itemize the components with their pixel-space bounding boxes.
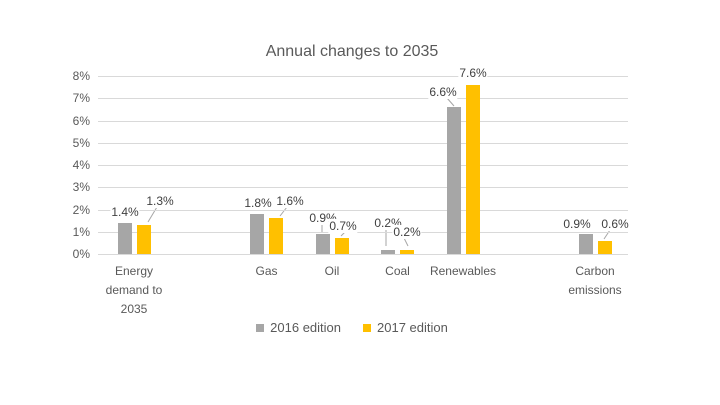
data-label-2017-edition-renewables: 7.6%: [458, 66, 488, 80]
bar-2017-edition-carbon-emissions[interactable]: [597, 240, 612, 254]
gridline-2%: [98, 209, 628, 211]
legend-swatch-icon: [256, 324, 265, 332]
legend-label: 2016 edition: [270, 320, 341, 335]
category-label-gas: Gas: [255, 264, 278, 278]
data-label-2017-edition-energy-demand-to-2035: 1.3%: [145, 194, 175, 208]
bar-2016-edition-energy-demand-to-2035[interactable]: [117, 222, 132, 254]
bar-2017-edition-energy-demand-to-2035[interactable]: [136, 225, 151, 254]
gridline-8%: [98, 76, 628, 77]
category-label-renewables: Renewables: [429, 264, 497, 278]
bar-2016-edition-carbon-emissions[interactable]: [578, 233, 593, 254]
bar-2017-edition-gas[interactable]: [269, 218, 283, 254]
y-tick-label-3%: 3%: [72, 180, 90, 195]
bar-2016-edition-oil[interactable]: [315, 233, 330, 254]
gridline-3%: [98, 187, 628, 189]
y-tick-label-7%: 7%: [72, 91, 90, 106]
y-tick-label-1%: 1%: [72, 224, 90, 239]
legend-item-2016-edition[interactable]: 2016 edition: [256, 320, 341, 336]
leader-line-2016-edition-renewables: [446, 97, 455, 107]
chart-title: Annual changes to 2035: [265, 43, 439, 60]
data-label-2017-edition-oil: 0.7%: [328, 219, 358, 233]
bar-2016-edition-renewables[interactable]: [446, 107, 461, 254]
data-label-2016-edition-renewables: 6.6%: [428, 85, 458, 99]
category-label-carbon-emissions: Carbon emissions: [568, 264, 622, 297]
gridline-0%: [98, 254, 628, 255]
data-label-2017-edition-gas: 1.6%: [275, 194, 305, 208]
bar-2017-edition-coal[interactable]: [400, 249, 414, 254]
category-label-energy-demand-to-2035: Energy demand to 2035: [105, 264, 163, 316]
data-label-2016-edition-carbon-emissions: 0.9%: [562, 217, 592, 231]
y-tick-label-8%: 8%: [72, 69, 90, 83]
bar-2017-edition-renewables[interactable]: [465, 84, 480, 254]
legend-label: 2017 edition: [377, 320, 448, 335]
gridline-6%: [98, 120, 628, 122]
y-tick-label-5%: 5%: [72, 135, 90, 150]
data-label-2016-edition-gas: 1.8%: [243, 196, 273, 210]
data-label-2017-edition-carbon-emissions: 0.6%: [600, 217, 630, 231]
gridline-5%: [98, 142, 628, 144]
leader-line-2017-edition-coal: [403, 237, 409, 247]
gridline-1%: [98, 231, 628, 233]
data-label-2016-edition-energy-demand-to-2035: 1.4%: [110, 205, 140, 219]
y-tick-label-6%: 6%: [72, 113, 90, 128]
leader-line-2017-edition-carbon-emissions: [603, 229, 611, 240]
bar-2016-edition-coal[interactable]: [381, 249, 395, 254]
data-label-2017-edition-coal: 0.2%: [392, 225, 422, 239]
category-label-coal: Coal: [385, 264, 410, 278]
leader-line-2017-edition-gas: [279, 206, 288, 217]
gridline-4%: [98, 165, 628, 166]
legend-item-2017-edition[interactable]: 2017 edition: [363, 320, 448, 336]
legend-swatch-icon: [363, 324, 371, 332]
bar-2017-edition-oil[interactable]: [334, 238, 349, 254]
category-label-oil: Oil: [324, 264, 340, 278]
legend: 2016 edition 2017 edition: [0, 320, 704, 336]
y-tick-label-0%: 0%: [72, 247, 90, 261]
y-tick-label-4%: 4%: [72, 158, 90, 172]
gridline-7%: [98, 98, 628, 100]
y-tick-label-2%: 2%: [72, 202, 90, 217]
bar-2016-edition-gas[interactable]: [250, 213, 264, 254]
